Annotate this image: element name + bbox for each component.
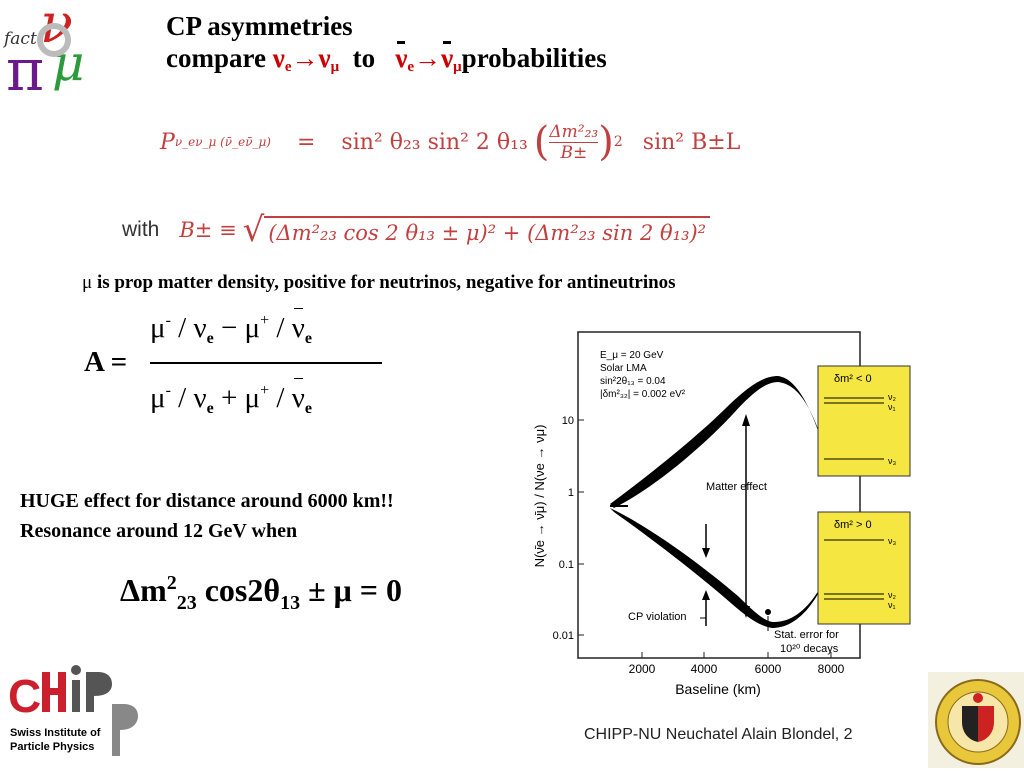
asymmetry-numerator: μ- / νe − μ+ / νe (150, 312, 312, 347)
title-line2: compare νe→νμ to νe→νμprobabilities (166, 43, 607, 75)
nufact-fact-text: fact (2, 29, 37, 49)
eq1-lhs-sub: ν_eν_μ (ν̄_eν̄_μ) (174, 135, 271, 149)
svg-text:ν₃: ν₃ (888, 456, 897, 466)
asymmetry-formula: A = μ- / νe − μ+ / νe μ- / νe + μ+ / νe (84, 312, 394, 442)
param-energy: E_μ = 20 GeV (600, 350, 664, 361)
y-tick-0.01: 0.01 (553, 630, 574, 642)
stat-error-label-1: Stat. error for (774, 629, 839, 641)
param-theta13: sin²2θ₁₃ = 0.04 (600, 376, 666, 387)
sqrt-content: (Δm²₂₃ cos 2 θ₁₃ ± μ)² + (Δm²₂₃ sin 2 θ₁… (264, 215, 711, 245)
svg-text:ν₃: ν₃ (888, 536, 897, 546)
nubar-e-to-nubar-mu: νe→νμ (395, 43, 462, 75)
asymmetry-lhs: A = (84, 346, 128, 378)
svg-text:ν₂: ν₂ (888, 590, 897, 600)
eq1-lhs: P (160, 129, 175, 155)
x-tick-4000: 4000 (691, 662, 718, 676)
x-axis-label: Baseline (km) (675, 681, 761, 697)
box2-title: δm² > 0 (834, 519, 872, 531)
notes-text: HUGE effect for distance around 6000 km!… (20, 486, 394, 546)
svg-text:ν₁: ν₁ (888, 600, 896, 610)
svg-text:π: π (6, 36, 44, 96)
fraction-line (150, 362, 382, 364)
nu-e-to-nu-mu: νe→νμ (272, 43, 340, 75)
geneva-seal-logo (928, 672, 1024, 768)
note-resonance: Resonance around 12 GeV when (20, 520, 298, 542)
svg-text:C: C (8, 670, 41, 722)
eq1-rhs-b: sin² B±L (642, 129, 741, 155)
title-line1: CP asymmetries (166, 11, 353, 41)
box-dm2-positive (817, 511, 911, 625)
param-dm32: |δm²₃₂| = 0.002 eV² (600, 389, 686, 400)
y-tick-10: 10 (562, 415, 574, 427)
slide-title: CP asymmetries compare νe→νμ to νe→νμpro… (166, 10, 607, 83)
with-label: with (122, 218, 160, 241)
svg-text:ν₁: ν₁ (888, 402, 896, 412)
lower-band (610, 508, 820, 628)
upper-band (610, 376, 824, 508)
chipp-line1: Swiss Institute of (10, 727, 101, 739)
mu-description: μ is prop matter density, positive for n… (82, 272, 676, 293)
nufact-logo: ν fact π μ (0, 0, 108, 104)
param-solar: Solar LMA (600, 363, 647, 374)
baseline-ratio-plot: 10 1 0.1 0.01 2000 4000 6000 8000 Baseli… (528, 326, 918, 698)
b-plus-minus-formula: with B± ≡ √ (Δm²₂₃ cos 2 θ₁₃ ± μ)² + (Δm²… (122, 205, 711, 255)
x-tick-6000: 6000 (755, 662, 782, 676)
y-axis-label: N(ν̄e → ν̄μ) / N(νe → νμ) (532, 425, 547, 568)
asymmetry-denominator: μ- / νe + μ+ / νe (150, 382, 312, 417)
resonance-condition: Δm223 cos2θ13 ± μ = 0 (120, 572, 403, 614)
slide-footer: CHIPP-NU Neuchatel Alain Blondel, 2 (584, 726, 853, 743)
note-huge-effect: HUGE effect for distance around 6000 km!… (20, 490, 394, 512)
cp-violation-label: CP violation (628, 611, 687, 623)
stat-error-label-2: 10²⁰ decays (780, 643, 839, 655)
plot-frame (577, 331, 861, 659)
x-tick-8000: 8000 (818, 662, 845, 676)
svg-text:ν₂: ν₂ (888, 392, 897, 402)
chipp-line2: Particle Physics (10, 741, 94, 753)
chipp-logo: C Swiss Institute of Particle Physics (8, 660, 138, 760)
y-tick-0.1: 0.1 (559, 559, 574, 571)
box1-title: δm² < 0 (834, 373, 872, 385)
eq1-rhs-a: sin² θ₂₃ sin² 2 θ₁₃ (341, 129, 528, 155)
matter-effect-label: Matter effect (706, 481, 767, 493)
x-tick-2000: 2000 (629, 662, 656, 676)
box-dm2-negative (817, 365, 911, 477)
y-tick-1: 1 (568, 487, 574, 499)
